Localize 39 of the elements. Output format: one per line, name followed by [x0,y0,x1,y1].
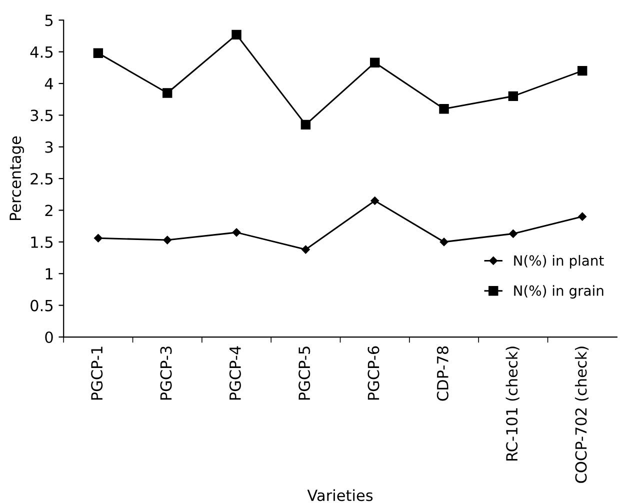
x-axis-title: Varieties [307,489,373,502]
y-tick-label: 2.5 [30,173,53,185]
x-tick-label: RC-101 (check) [506,346,520,461]
point [163,236,172,244]
y-tick-label: 1 [46,268,52,280]
point [577,66,588,76]
x-tick-label: PGCP-4 [229,346,241,400]
y-tick-label: 1.5 [31,236,53,248]
y-tick-label: 5 [45,14,53,26]
point [370,58,380,68]
point [300,120,311,130]
y-axis-title: Percentage [10,136,24,220]
y-tick-label: 0 [45,331,53,344]
x-tick-label: PGCP-3 [160,346,172,400]
point [508,91,518,102]
y-tick-label: 4.5 [30,46,53,58]
legend-label: N(%) in plant [514,255,604,268]
point [232,30,242,40]
point [509,230,518,238]
point [232,228,241,237]
point [93,48,104,58]
point [302,245,310,254]
point [439,104,449,114]
x-tick-label: COCP-702 (check) [574,346,589,483]
x-tick-label: PGCP-5 [298,346,310,400]
point [440,238,448,246]
point [578,212,586,221]
x-tick-label: CDP-78 [436,346,448,401]
y-tick-label: 2 [45,204,52,216]
y-tick-label: 3.5 [30,110,53,122]
y-tick-label: 0.5 [30,300,53,312]
point [162,88,172,98]
point [370,196,379,205]
y-tick-label: 3 [45,141,53,153]
x-tick-label: PGCP-6 [368,346,380,400]
legend-label: N(%) in grain [514,285,604,299]
y-tick-label: 4 [44,78,54,90]
x-tick-label: PGCP-1 [91,346,103,400]
point [94,234,102,242]
